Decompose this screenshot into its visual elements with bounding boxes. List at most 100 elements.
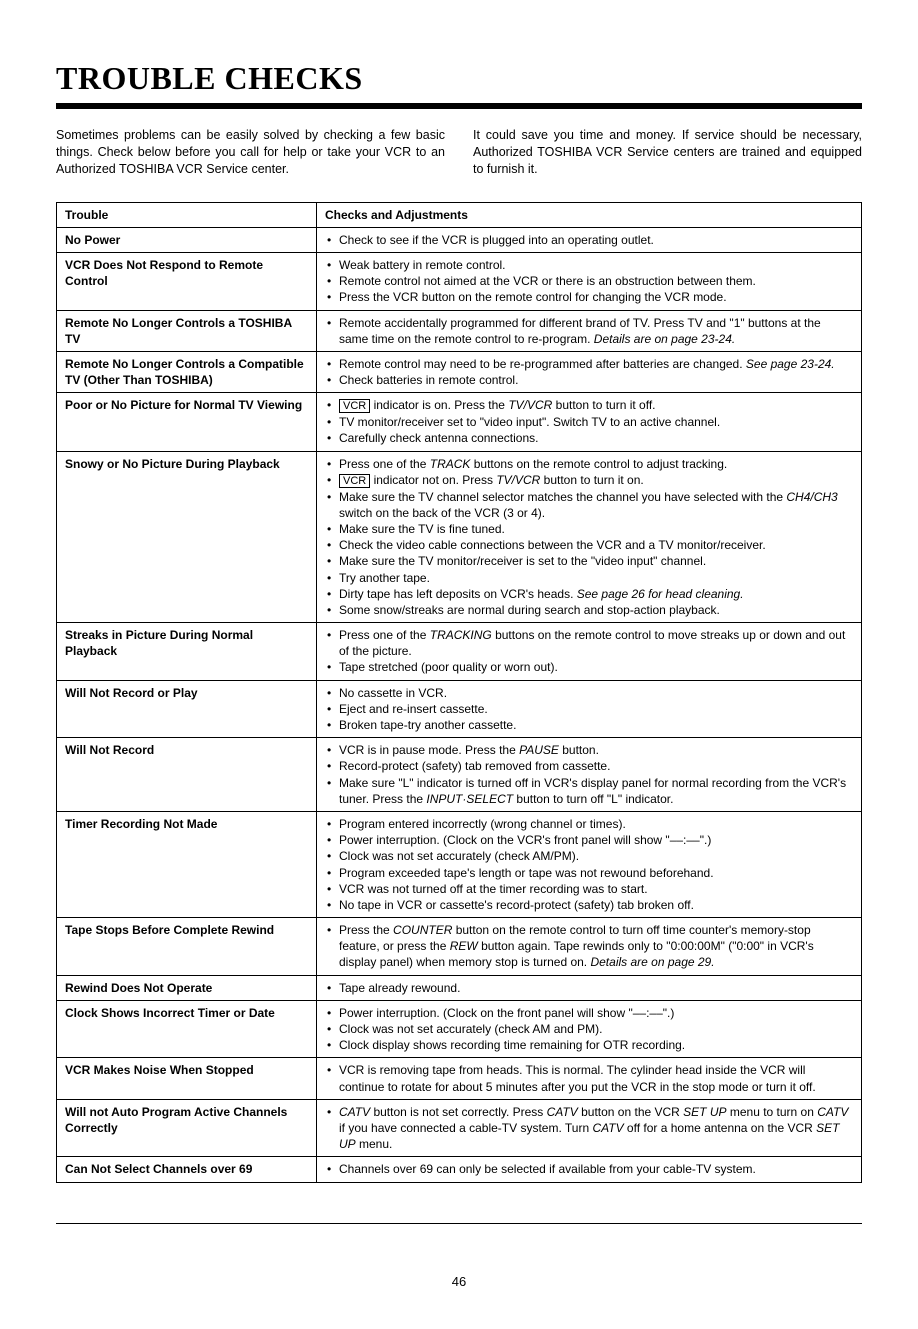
table-row: Remote No Longer Controls a TOSHIBA TV Re…	[57, 310, 862, 351]
checks-cell: VCR indicator is on. Press the TV/VCR bu…	[317, 393, 862, 451]
checks-cell: Press one of the TRACKING buttons on the…	[317, 623, 862, 681]
header-trouble: Trouble	[57, 202, 317, 227]
check-item: Carefully check antenna connections.	[339, 430, 853, 446]
table-row: Remote No Longer Controls a Compatible T…	[57, 351, 862, 392]
table-row: Will Not Record or PlayNo cassette in VC…	[57, 680, 862, 738]
check-item: Dirty tape has left deposits on VCR's he…	[339, 586, 853, 602]
trouble-table-body: No Power Check to see if the VCR is plugg…	[57, 227, 862, 1182]
trouble-cell: Rewind Does Not Operate	[57, 975, 317, 1000]
check-item: Check batteries in remote control.	[339, 372, 853, 388]
check-item: Clock display shows recording time remai…	[339, 1037, 853, 1053]
check-item: Remote control may need to be re-program…	[339, 356, 853, 372]
check-item: Clock was not set accurately (check AM a…	[339, 1021, 853, 1037]
check-item: Channels over 69 can only be selected if…	[339, 1161, 853, 1177]
checks-cell: Remote control may need to be re-program…	[317, 351, 862, 392]
intro-columns: Sometimes problems can be easily solved …	[56, 127, 862, 178]
check-item: Make sure the TV is fine tuned.	[339, 521, 853, 537]
check-item: VCR is removing tape from heads. This is…	[339, 1062, 853, 1094]
page-title: TROUBLE CHECKS	[56, 60, 862, 97]
check-item: Remote accidentally programmed for diffe…	[339, 315, 853, 347]
trouble-cell: Streaks in Picture During Normal Playbac…	[57, 623, 317, 681]
trouble-cell: Will not Auto Program Active Channels Co…	[57, 1099, 317, 1157]
checks-cell: No cassette in VCR.Eject and re-insert c…	[317, 680, 862, 738]
trouble-cell: Remote No Longer Controls a Compatible T…	[57, 351, 317, 392]
table-row: Rewind Does Not Operate Tape already rewo…	[57, 975, 862, 1000]
table-row: Tape Stops Before Complete Rewind Press t…	[57, 918, 862, 976]
trouble-cell: Remote No Longer Controls a TOSHIBA TV	[57, 310, 317, 351]
check-item: Clock was not set accurately (check AM/P…	[339, 848, 853, 864]
check-item: VCR indicator is on. Press the TV/VCR bu…	[339, 397, 853, 414]
trouble-cell: Poor or No Picture for Normal TV Viewing	[57, 393, 317, 451]
trouble-cell: No Power	[57, 227, 317, 252]
check-item: Tape stretched (poor quality or worn out…	[339, 659, 853, 675]
check-item: Weak battery in remote control.	[339, 257, 853, 273]
checks-cell: Press one of the TRACK buttons on the re…	[317, 451, 862, 623]
trouble-cell: VCR Does Not Respond to Remote Control	[57, 253, 317, 311]
check-item: Program exceeded tape's length or tape w…	[339, 865, 853, 881]
trouble-cell: Tape Stops Before Complete Rewind	[57, 918, 317, 976]
check-item: Check the video cable connections betwee…	[339, 537, 853, 553]
check-item: Press the VCR button on the remote contr…	[339, 289, 853, 305]
page-number: 46	[56, 1274, 862, 1289]
intro-right: It could save you time and money. If ser…	[473, 127, 862, 178]
check-item: CATV button is not set correctly. Press …	[339, 1104, 853, 1153]
trouble-cell: Clock Shows Incorrect Timer or Date	[57, 1000, 317, 1058]
check-item: Make sure the TV channel selector matche…	[339, 489, 853, 521]
check-item: Program entered incorrectly (wrong chann…	[339, 816, 853, 832]
check-item: Remote control not aimed at the VCR or t…	[339, 273, 853, 289]
checks-cell: VCR is removing tape from heads. This is…	[317, 1058, 862, 1099]
check-item: Try another tape.	[339, 570, 853, 586]
check-item: Press one of the TRACK buttons on the re…	[339, 456, 853, 472]
check-item: Eject and re-insert cassette.	[339, 701, 853, 717]
bottom-rule	[56, 1223, 862, 1224]
table-row: VCR Does Not Respond to Remote ControlWe…	[57, 253, 862, 311]
title-rule	[56, 103, 862, 109]
check-item: Check to see if the VCR is plugged into …	[339, 232, 853, 248]
check-item: Some snow/streaks are normal during sear…	[339, 602, 853, 618]
trouble-cell: Timer Recording Not Made	[57, 811, 317, 917]
checks-cell: Remote accidentally programmed for diffe…	[317, 310, 862, 351]
check-item: Press the COUNTER button on the remote c…	[339, 922, 853, 971]
check-item: Power interruption. (Clock on the front …	[339, 1005, 853, 1021]
checks-cell: Channels over 69 can only be selected if…	[317, 1157, 862, 1182]
check-item: TV monitor/receiver set to "video input"…	[339, 414, 853, 430]
check-item: Broken tape-try another cassette.	[339, 717, 853, 733]
document-page: TROUBLE CHECKS Sometimes problems can be…	[0, 0, 918, 1329]
table-row: Can Not Select Channels over 69 Channels …	[57, 1157, 862, 1182]
table-row: Snowy or No Picture During Playback Press…	[57, 451, 862, 623]
table-row: Will not Auto Program Active Channels Co…	[57, 1099, 862, 1157]
check-item: Make sure the TV monitor/receiver is set…	[339, 553, 853, 569]
trouble-cell: Can Not Select Channels over 69	[57, 1157, 317, 1182]
checks-cell: Program entered incorrectly (wrong chann…	[317, 811, 862, 917]
check-item: Record-protect (safety) tab removed from…	[339, 758, 853, 774]
trouble-table: Trouble Checks and Adjustments No Power C…	[56, 202, 862, 1183]
checks-cell: VCR is in pause mode. Press the PAUSE bu…	[317, 738, 862, 812]
check-item: VCR is in pause mode. Press the PAUSE bu…	[339, 742, 853, 758]
check-item: No cassette in VCR.	[339, 685, 853, 701]
checks-cell: CATV button is not set correctly. Press …	[317, 1099, 862, 1157]
trouble-cell: Snowy or No Picture During Playback	[57, 451, 317, 623]
intro-left: Sometimes problems can be easily solved …	[56, 127, 445, 178]
trouble-cell: Will Not Record or Play	[57, 680, 317, 738]
check-item: Make sure "L" indicator is turned off in…	[339, 775, 853, 807]
checks-cell: Power interruption. (Clock on the front …	[317, 1000, 862, 1058]
header-checks: Checks and Adjustments	[317, 202, 862, 227]
check-item: VCR indicator not on. Press TV/VCR butto…	[339, 472, 853, 489]
checks-cell: Tape already rewound.	[317, 975, 862, 1000]
table-row: VCR Makes Noise When Stopped VCR is remov…	[57, 1058, 862, 1099]
checks-cell: Press the COUNTER button on the remote c…	[317, 918, 862, 976]
table-row: Poor or No Picture for Normal TV Viewing…	[57, 393, 862, 451]
check-item: VCR was not turned off at the timer reco…	[339, 881, 853, 897]
table-row: Clock Shows Incorrect Timer or Date Power…	[57, 1000, 862, 1058]
checks-cell: Check to see if the VCR is plugged into …	[317, 227, 862, 252]
table-row: No Power Check to see if the VCR is plugg…	[57, 227, 862, 252]
check-item: No tape in VCR or cassette's record-prot…	[339, 897, 853, 913]
table-row: Will Not Record VCR is in pause mode. Pre…	[57, 738, 862, 812]
checks-cell: Weak battery in remote control.Remote co…	[317, 253, 862, 311]
check-item: Power interruption. (Clock on the VCR's …	[339, 832, 853, 848]
trouble-cell: VCR Makes Noise When Stopped	[57, 1058, 317, 1099]
check-item: Press one of the TRACKING buttons on the…	[339, 627, 853, 659]
trouble-cell: Will Not Record	[57, 738, 317, 812]
table-row: Streaks in Picture During Normal Playbac…	[57, 623, 862, 681]
check-item: Tape already rewound.	[339, 980, 853, 996]
